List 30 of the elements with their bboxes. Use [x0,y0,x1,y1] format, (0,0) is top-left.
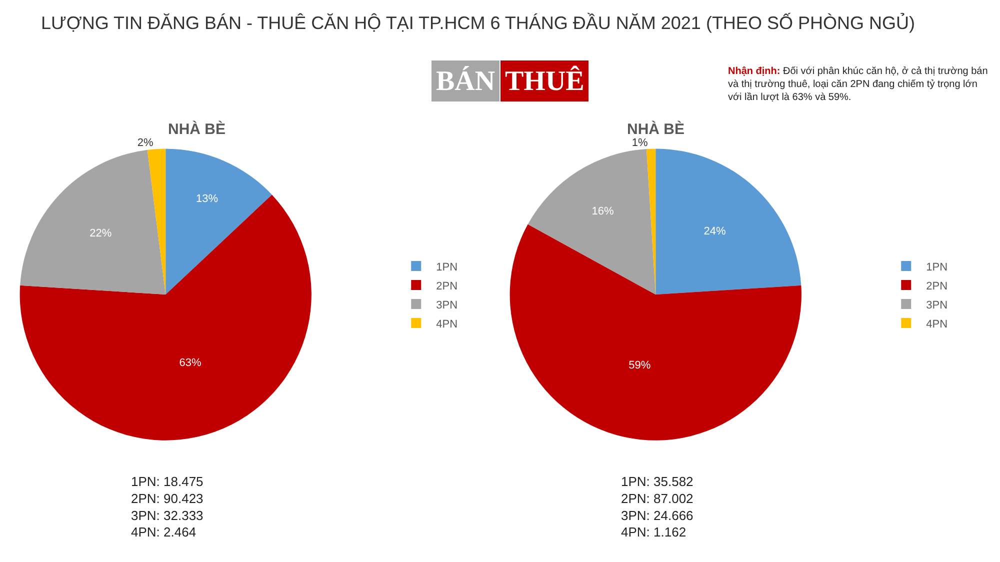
data-label: 24% [704,225,726,238]
data-label: 1% [632,136,648,149]
pie-slice [166,148,272,295]
data-label: 63% [179,357,202,370]
data-label: 22% [90,228,112,240]
chart-title: NHÀ BÈ [627,120,685,138]
text: THUÊ [505,65,584,97]
chart-title: NHÀ BÈ [168,120,226,138]
legend-label: 2PN [926,280,948,292]
data-label: 16% [592,205,614,218]
legend-label: 4PN [436,318,458,330]
text: 1PN: 35.582 2PN: 87.002 3PN: 24.666 4PN: 1.162 [621,474,694,540]
data-label: 59% [628,360,651,372]
text: BÁN [436,65,496,97]
data-label: 2% [137,137,154,150]
text: LƯỢNG TIN ĐĂNG BÁN - THUÊ CĂN HỘ TẠI TP.HCM 6 THÁNG ĐẦU NĂM 2021 (THEO SỐ PHÒNG NGỦ) [41,12,915,33]
legend-label: 4PN [926,318,948,330]
pie-slice [528,149,656,295]
pie-slice [510,224,802,440]
legend-label: 3PN [436,299,458,312]
text: Nhận định: Đối với phân khúc căn hộ, ở cả thị trường bán và thị trường thuê, loại căn 2PN đang chiếm tỷ trọng lớn với lần lượt là 63% và 59%. [728,66,988,103]
text: 1PN: 18.475 2PN: 90.423 3PN: 32.333 4PN: 2.464 [131,474,204,540]
legend-label: 1PN [436,261,458,274]
pie-slice [20,194,312,440]
legend-label: 2PN [436,280,458,292]
pie-slice [20,150,166,295]
pie-slice [656,148,802,295]
legend-label: 3PN [926,299,948,312]
legend-label: 1PN [926,261,948,274]
data-label: 13% [196,192,218,205]
